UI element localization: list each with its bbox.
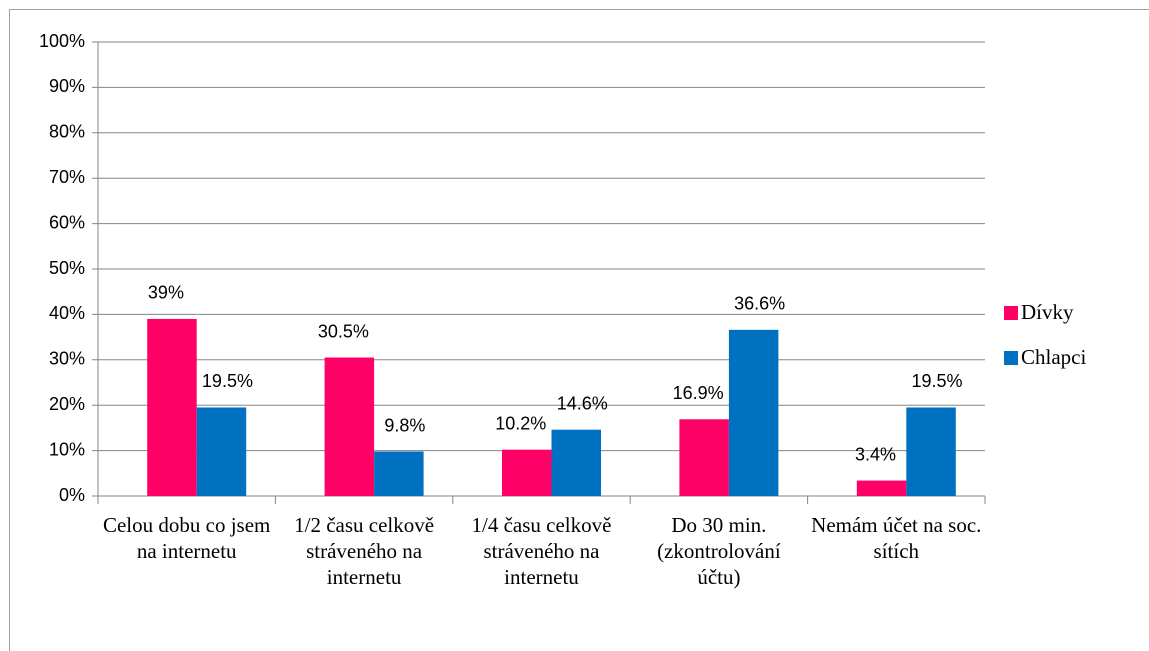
y-tick-label: 100% (39, 31, 85, 51)
data-label: 10.2% (495, 413, 546, 433)
x-tick-label: 1/2 času celkově stráveného na internetu (294, 513, 435, 589)
y-tick-label: 50% (49, 258, 85, 278)
bar (728, 329, 779, 496)
legend-label: Dívky (1021, 300, 1074, 324)
bar (324, 357, 375, 496)
data-label: 36.6% (734, 294, 785, 314)
x-tick-label: Nemám účet na soc. sítích (811, 513, 982, 563)
y-tick-label: 10% (49, 439, 85, 459)
data-label: 9.8% (384, 415, 425, 435)
bar (856, 480, 907, 496)
y-tick-label: 90% (49, 76, 85, 96)
y-tick-label: 70% (49, 167, 85, 187)
y-tick-label: 30% (49, 349, 85, 369)
y-tick-label: 0% (59, 485, 85, 505)
data-label: 16.9% (673, 383, 724, 403)
bar (906, 407, 956, 496)
bar (147, 318, 197, 496)
data-label: 19.5% (912, 371, 963, 391)
bar (502, 449, 552, 496)
data-label: 14.6% (557, 393, 608, 413)
legend-swatch (1004, 306, 1018, 320)
data-label: 19.5% (202, 371, 253, 391)
y-tick-label: 80% (49, 122, 85, 142)
y-tick-label: 40% (49, 303, 85, 323)
x-tick-label: Celou dobu co jsem na internetu (102, 513, 271, 563)
x-tick-label: 1/4 času celkově stráveného na internetu (471, 513, 612, 589)
legend-swatch (1004, 351, 1018, 365)
bar (196, 407, 247, 496)
x-tick-label: Do 30 min. (zkontrolování účtu) (657, 513, 781, 589)
bar (374, 451, 424, 496)
data-label: 3.4% (855, 444, 896, 464)
bar (679, 419, 729, 496)
chart-border (9, 9, 1149, 651)
data-label: 30.5% (318, 321, 369, 341)
bar (551, 429, 601, 496)
legend-label: Chlapci (1021, 345, 1086, 369)
data-label: 39% (148, 283, 184, 303)
y-tick-label: 60% (49, 212, 85, 232)
y-tick-label: 20% (49, 394, 85, 414)
